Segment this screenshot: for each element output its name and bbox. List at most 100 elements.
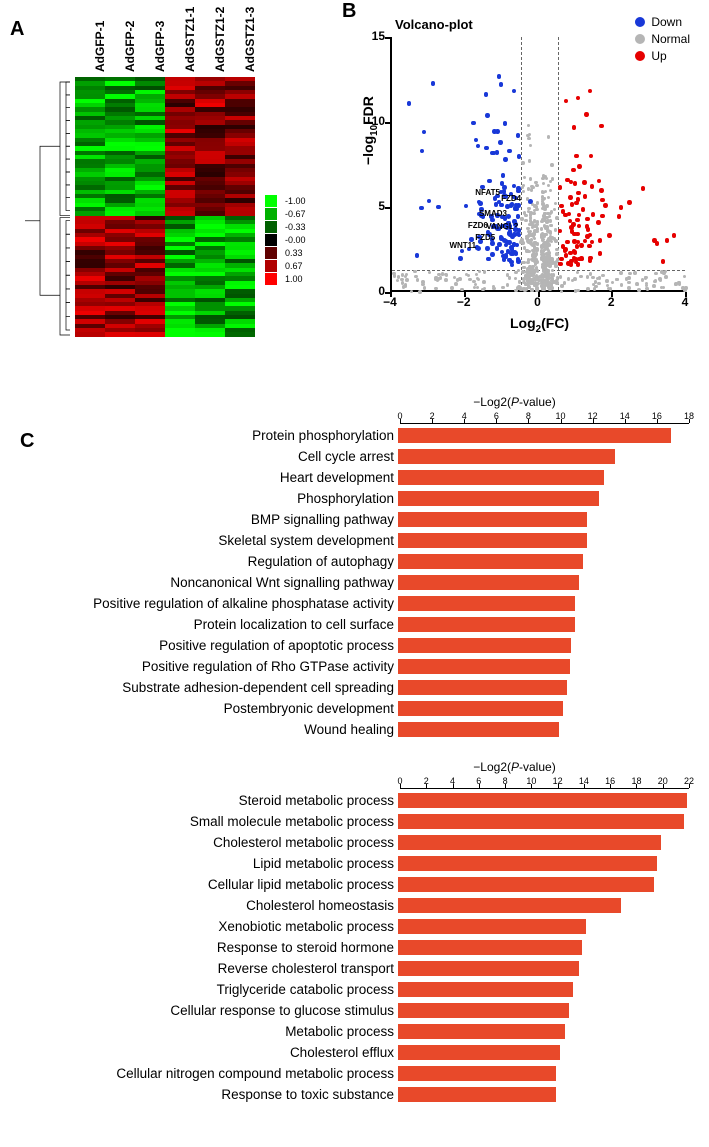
barchart-bar	[398, 877, 654, 892]
barchart-bar	[398, 1024, 565, 1039]
barchart-bar	[398, 596, 575, 611]
barchart-row: Cholesterol homeostasis	[0, 895, 709, 916]
heatmap-legend-row: -0.67	[265, 208, 306, 220]
barchart-label: Lipid metabolic process	[0, 856, 398, 871]
barchart-row: Noncanonical Wnt signalling pathway	[0, 572, 709, 593]
barchart-bar	[398, 1045, 560, 1060]
volcano-legend-row: Down	[635, 15, 690, 29]
barchart-label: Protein localization to cell surface	[0, 617, 398, 632]
heatmap-legend-row: 0.33	[265, 247, 306, 259]
barchart-axis-title: −Log2(P-value)	[0, 760, 709, 774]
volcano-panel: Volcano-plot DownNormalUp NFAT5FZD4SMAD3…	[350, 5, 695, 350]
barchart-row: Cellular response to glucose stimulus	[0, 1000, 709, 1021]
barchart-bar	[398, 982, 573, 997]
barchart-bar	[398, 722, 559, 737]
barchart-bar	[398, 940, 582, 955]
barchart-bar	[398, 1066, 556, 1081]
barchart-bar	[398, 1003, 569, 1018]
heatmap-legend-row: -1.00	[265, 195, 306, 207]
barchart-bar	[398, 856, 657, 871]
barchart-label: Cell cycle arrest	[0, 449, 398, 464]
barchart-bar	[398, 512, 587, 527]
barchart-bar	[398, 428, 671, 443]
barchart-row: Triglyceride catabolic process	[0, 979, 709, 1000]
barchart-label: Triglyceride catabolic process	[0, 982, 398, 997]
barchart-row: Heart development	[0, 467, 709, 488]
barchart-bar	[398, 680, 567, 695]
barchart-label: Xenobiotic metabolic process	[0, 919, 398, 934]
barchart-row: Metabolic process	[0, 1021, 709, 1042]
barchart-row: Positive regulation of apoptotic process	[0, 635, 709, 656]
barchart-row: Cholesterol metabolic process	[0, 832, 709, 853]
barchart-bar	[398, 835, 661, 850]
barchart-label: Cellular lipid metabolic process	[0, 877, 398, 892]
barchart-label: Reverse cholesterol transport	[0, 961, 398, 976]
barchart-row: Steroid metabolic process	[0, 790, 709, 811]
volcano-plot-area: NFAT5FZD4SMAD3FZD6VANGL2FZD5WNT11	[390, 37, 685, 292]
barchart-row: Skeletal system development	[0, 530, 709, 551]
barchart-row: Cell cycle arrest	[0, 446, 709, 467]
barchart-label: Heart development	[0, 470, 398, 485]
barchart-label: Metabolic process	[0, 1024, 398, 1039]
barchart-label: Cellular nitrogen compound metabolic pro…	[0, 1066, 398, 1081]
barchart-row: Cholesterol efflux	[0, 1042, 709, 1063]
barchart-label: Positive regulation of Rho GTPase activi…	[0, 659, 398, 674]
barchart-row: Phosphorylation	[0, 488, 709, 509]
barchart-bar	[398, 1087, 556, 1102]
barchart-bar	[398, 491, 599, 506]
heatmap-legend-row: 0.67	[265, 260, 306, 272]
barchart-bar	[398, 470, 604, 485]
barchart-bar	[398, 814, 684, 829]
barchart-bar	[398, 919, 586, 934]
barchart-label: Positive regulation of alkaline phosphat…	[0, 596, 398, 611]
barchart-bar	[398, 449, 615, 464]
barchart-label: Cellular response to glucose stimulus	[0, 1003, 398, 1018]
heatmap-panel: AdGFP-1AdGFP-2AdGFP-3AdGSTZ1-1AdGSTZ1-2A…	[20, 25, 340, 370]
barchart-row: Reverse cholesterol transport	[0, 958, 709, 979]
volcano-title: Volcano-plot	[395, 17, 473, 32]
volcano-annotation: FZD6	[468, 221, 488, 230]
barchart-label: Wound healing	[0, 722, 398, 737]
barchart-row: Cellular nitrogen compound metabolic pro…	[0, 1063, 709, 1084]
barchart-label: Postembryonic development	[0, 701, 398, 716]
barchart-label: BMP signalling pathway	[0, 512, 398, 527]
barchart-row: Response to toxic substance	[0, 1084, 709, 1105]
barchart-label: Regulation of autophagy	[0, 554, 398, 569]
barchart-row: Wound healing	[0, 719, 709, 740]
heatmap-legend-row: -0.00	[265, 234, 306, 246]
barchart-row: Protein localization to cell surface	[0, 614, 709, 635]
barchart-label: Small molecule metabolic process	[0, 814, 398, 829]
barchart-row: Positive regulation of alkaline phosphat…	[0, 593, 709, 614]
barchart-label: Substrate adhesion-dependent cell spread…	[0, 680, 398, 695]
barchart-row: BMP signalling pathway	[0, 509, 709, 530]
barchart-bottom: −Log2(P-value)0246810121416182022Steroid…	[0, 760, 709, 1105]
barchart-label: Positive regulation of apoptotic process	[0, 638, 398, 653]
barchart-bar	[398, 617, 575, 632]
barchart-bar	[398, 533, 587, 548]
barchart-bar	[398, 575, 579, 590]
heatmap-legend-row: -0.33	[265, 221, 306, 233]
barchart-row: Xenobiotic metabolic process	[0, 916, 709, 937]
barchart-bar	[398, 961, 579, 976]
barchart-row: Substrate adhesion-dependent cell spread…	[0, 677, 709, 698]
heatmap-legend-row: 1.00	[265, 273, 306, 285]
barchart-bar	[398, 793, 687, 808]
barchart-label: Steroid metabolic process	[0, 793, 398, 808]
barchart-label: Cholesterol efflux	[0, 1045, 398, 1060]
barchart-row: Postembryonic development	[0, 698, 709, 719]
barchart-label: Skeletal system development	[0, 533, 398, 548]
barchart-bar	[398, 638, 571, 653]
barchart-row: Small molecule metabolic process	[0, 811, 709, 832]
barchart-label: Cholesterol homeostasis	[0, 898, 398, 913]
volcano-annotation: WNT11	[449, 241, 476, 250]
barchart-label: Response to toxic substance	[0, 1087, 398, 1102]
volcano-annotation: NFAT5	[475, 188, 500, 197]
dendrogram	[20, 77, 75, 337]
barchart-row: Positive regulation of Rho GTPase activi…	[0, 656, 709, 677]
volcano-annotation: FZD5	[475, 233, 495, 242]
barchart-label: Cholesterol metabolic process	[0, 835, 398, 850]
heatmap-legend: -1.00-0.67-0.33-0.000.330.671.00	[265, 195, 306, 286]
barchart-row: Lipid metabolic process	[0, 853, 709, 874]
barchart-bar	[398, 898, 621, 913]
barcharts-panel: −Log2(P-value)024681012141618Protein pho…	[0, 395, 709, 1125]
